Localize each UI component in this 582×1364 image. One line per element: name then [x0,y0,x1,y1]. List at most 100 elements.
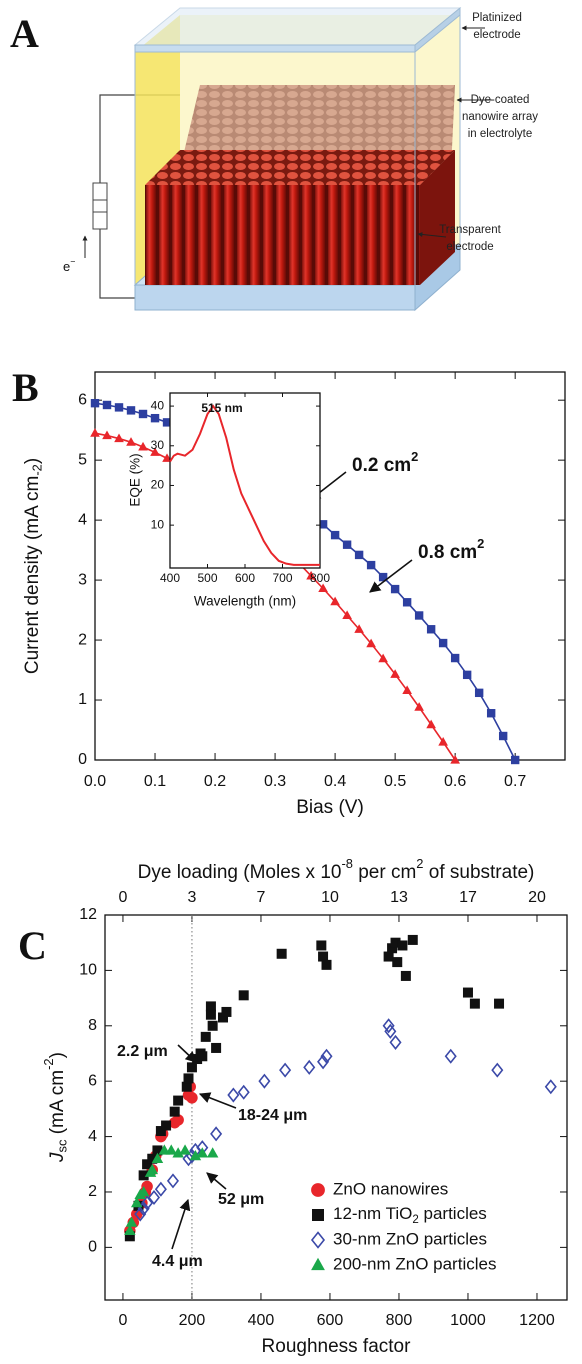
marker-diamond [237,1084,250,1100]
electron-label: e− [63,257,75,275]
marker-square [90,398,100,408]
x-tick-label: 0.5 [384,773,406,790]
marker-square [221,1006,232,1017]
marker-circle [186,1092,198,1104]
marker-square [181,1081,192,1092]
annotation: 52 μm [218,1191,264,1208]
x-tick-label: 800 [310,571,330,585]
marker-diamond [384,1023,397,1039]
y-tick-label: 12 [79,906,97,923]
x-tick-label: 0.3 [264,773,286,790]
marker-square [142,1159,153,1170]
marker-square [407,934,418,945]
top-plate-front [134,44,416,53]
top-plate [133,7,462,46]
x-tick-label: 700 [272,571,292,585]
y-tick-label: 10 [79,962,97,979]
x-tick-label: 1200 [519,1312,555,1329]
annotation: 0.2 cm2 [352,449,418,476]
y-tick-label: 4 [88,1128,97,1145]
text-part: ) [47,1052,68,1058]
x-tick-label: 400 [160,571,180,585]
text-part: particles [419,1204,487,1223]
marker-square [426,625,436,634]
x2-axis-label: Dye loading (Moles x 10-8 per cm2 of sub… [138,856,535,883]
panel-label: B [12,365,39,410]
marker-square [397,940,408,951]
marker-square [450,653,460,663]
marker-square [474,688,484,698]
plot-frame [169,392,321,569]
marker-diamond [317,1054,330,1070]
text-part: 0.2 cm [352,455,411,476]
marker-triangle [438,736,448,746]
marker-triangle [172,1147,184,1158]
marker-square [197,1051,208,1062]
text-part: Current density (mA cm [22,476,43,675]
annotation: 18-24 μm [238,1107,307,1124]
substrate-front [134,284,416,311]
marker-square [147,1153,158,1164]
marker-square [205,1001,216,1012]
x-tick-label: 0 [118,1312,127,1329]
marker-triangle [414,702,424,711]
text-part: 2 [412,1214,418,1226]
marker-square [462,670,472,680]
x-tick-label: 1000 [450,1312,486,1329]
text-part: of substrate) [423,862,534,883]
marker-diamond [444,1048,457,1064]
y-tick-label: 4 [78,511,87,528]
text-part: e [63,259,70,274]
y-tick-label: 0 [78,751,87,768]
x-tick-label: 200 [179,1312,206,1329]
text-part: J [47,1152,68,1163]
marker-square [155,1126,166,1137]
marker-triangle [390,669,400,678]
marker-square [462,987,473,998]
marker-square [414,611,424,620]
x2-tick-label: 0 [118,889,127,906]
y-tick-label: 2 [88,1183,97,1200]
annotation: 515 nm [201,401,242,415]
x-tick-label: 0.2 [204,773,226,790]
plot-frame [104,914,568,1301]
x-tick-label: 400 [248,1312,275,1329]
marker-square [318,951,329,962]
panel-label: A [10,11,39,56]
diagram-label: in electrolyte [468,128,533,140]
marker-square [438,638,448,648]
marker-circle [130,1208,143,1220]
marker-triangle [137,1185,150,1197]
marker-square [169,1106,180,1117]
marker-square [318,520,328,529]
y-tick-label: 5 [78,451,87,468]
marker-square [138,409,148,419]
diagram-label: electrode [473,29,520,41]
marker-triangle [354,624,364,633]
marker-triangle [196,1147,209,1158]
x-axis-label: Roughness factor [262,1336,412,1357]
marker-square [330,530,340,540]
marker-triangle [165,1144,177,1155]
diagram-label: Dye-coated [471,94,530,106]
y-tick-label: 8 [88,1017,97,1034]
y-tick-label: 0 [88,1239,97,1256]
marker-square [124,1231,135,1242]
marker-diamond [544,1079,557,1095]
marker-triangle [366,638,376,648]
marker-diamond [320,1048,333,1064]
marker-triangle [90,428,100,437]
marker-square [207,1020,218,1031]
x-tick-label: 0.1 [144,773,166,790]
marker-diamond [134,1206,147,1222]
marker-triangle [102,430,112,440]
marker-square [162,418,172,427]
marker-square [150,413,160,423]
marker-square [218,1012,229,1023]
x-tick-label: 0.4 [324,773,346,790]
marker-square [469,998,480,1009]
y-tick-label: 20 [151,478,165,492]
marker-square [390,584,400,594]
marker-square [183,1073,194,1084]
text-part: 0.8 cm [418,542,477,563]
